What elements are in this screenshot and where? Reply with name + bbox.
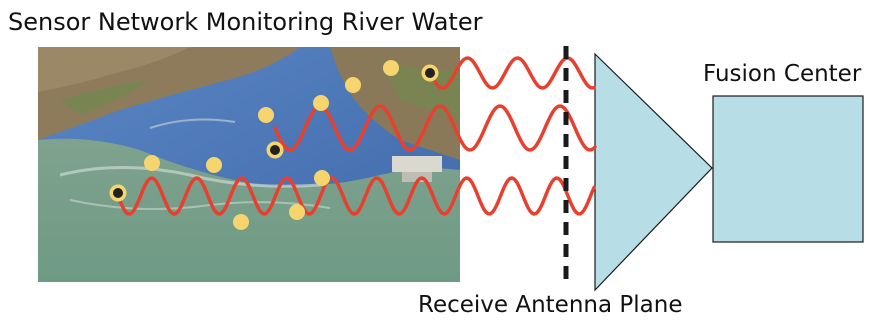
sensor-node <box>233 214 249 230</box>
receiver-triangle <box>594 52 713 292</box>
sensor-node <box>314 170 330 186</box>
sensor-node <box>289 204 305 220</box>
diagram-title: Sensor Network Monitoring River Water <box>8 8 483 36</box>
sensor-node <box>144 155 160 171</box>
sensor-node <box>383 60 399 76</box>
fusion-center-box <box>712 95 864 243</box>
transmitting-sensor-core <box>425 68 435 78</box>
receive-antenna-plane-label: Receive Antenna Plane <box>418 292 683 318</box>
sensor-node <box>313 95 329 111</box>
wave-middle <box>273 104 597 152</box>
sensor-node <box>258 107 274 123</box>
transmitting-sensor-core <box>113 188 123 198</box>
transmitting-sensor-core <box>270 145 280 155</box>
sensor-node <box>345 77 361 93</box>
fusion-center-label: Fusion Center <box>703 61 862 87</box>
wave-bottom <box>116 176 596 216</box>
sensors-group <box>109 60 439 230</box>
sensor-node <box>206 157 222 173</box>
river-aerial-photo <box>38 47 460 282</box>
